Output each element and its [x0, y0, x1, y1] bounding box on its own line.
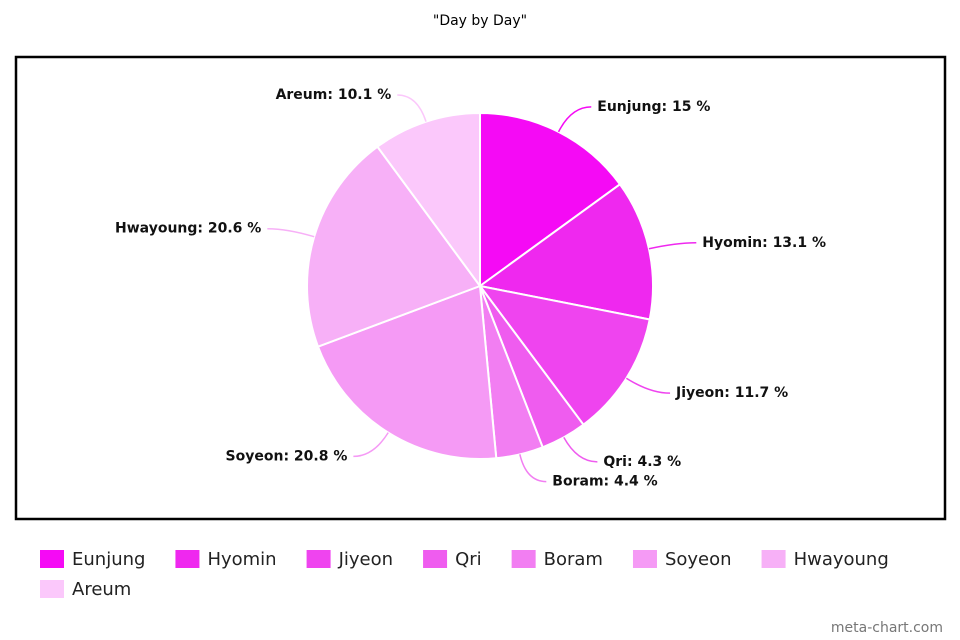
pie-slice	[306, 145, 482, 348]
leader-line	[267, 227, 315, 238]
pie-slice	[479, 111, 622, 288]
pie-slice	[376, 111, 481, 290]
data-label: Jiyeon: 11.7 %	[675, 385, 788, 401]
legend-swatch	[40, 550, 64, 568]
data-label: Areum: 10.1 %	[276, 87, 392, 103]
data-label: Qri: 4.3 %	[603, 454, 681, 470]
chart-title: "Day by Day"	[433, 13, 527, 29]
legend-label: Eunjung	[72, 549, 145, 570]
leader-line	[397, 94, 427, 122]
legend-label: Areum	[72, 579, 131, 600]
leader-line	[648, 242, 697, 250]
data-label: Hwayoung: 20.6 %	[115, 221, 261, 237]
legend-label: Boram	[544, 549, 603, 570]
legend-swatch	[175, 550, 200, 568]
legend-label: Soyeon	[665, 549, 732, 570]
data-label: Hyomin: 13.1 %	[702, 235, 826, 251]
legend-swatch	[761, 550, 786, 568]
legend-label: Qri	[455, 549, 482, 570]
legend-swatch	[511, 550, 536, 568]
legend-label: Hyomin	[207, 549, 276, 570]
plot-frame	[14, 55, 947, 521]
data-label: Soyeon: 20.8 %	[226, 448, 348, 464]
legend-swatch	[306, 550, 331, 568]
data-label: Boram: 4.4 %	[552, 474, 657, 490]
leader-line	[625, 377, 671, 394]
pie-slice	[477, 182, 654, 321]
leader-line	[353, 432, 389, 458]
leader-line	[519, 454, 547, 483]
credit: meta-chart.com	[831, 620, 943, 636]
data-label: Eunjung: 15 %	[597, 99, 710, 115]
pie-slice	[316, 284, 498, 460]
legend-swatch	[632, 550, 657, 568]
leader-line	[557, 106, 592, 133]
legend-swatch	[40, 580, 64, 598]
legend-label: Hwayoung	[794, 549, 889, 570]
leader-line	[563, 436, 598, 463]
legend-label: Jiyeon	[338, 549, 393, 570]
legend-swatch	[423, 550, 448, 568]
